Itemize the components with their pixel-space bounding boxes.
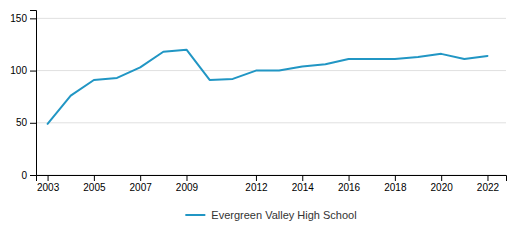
legend-item: Evergreen Valley High School xyxy=(185,209,356,221)
series-group xyxy=(48,50,488,124)
x-axis: 2003 2005 2007 2009 2012 2014 2016 2018 2020 2022 xyxy=(37,175,507,193)
line xyxy=(48,50,488,124)
x-tick-label: 2009 xyxy=(176,182,199,193)
x-tick-mark xyxy=(441,175,442,181)
y-tick: 0 xyxy=(21,170,36,181)
x-tick: 2016 xyxy=(338,175,361,193)
y-tick-mark xyxy=(30,175,36,176)
y-tick: 150 xyxy=(10,13,36,24)
x-tick-label: 2020 xyxy=(431,182,454,193)
y-tick-mark xyxy=(30,123,36,124)
x-tick-mark xyxy=(48,175,49,181)
x-tick-mark xyxy=(395,175,396,181)
x-tick: 2014 xyxy=(292,175,315,193)
y-tick-mark xyxy=(30,71,36,72)
y-tick: 100 xyxy=(10,65,36,76)
legend-swatch xyxy=(185,214,205,216)
x-tick: 2005 xyxy=(83,175,106,193)
x-tick-mark xyxy=(349,175,350,181)
x-tick: 2020 xyxy=(431,175,454,193)
x-axis-line xyxy=(37,176,507,182)
x-tick: 2003 xyxy=(37,175,60,193)
grid-line xyxy=(36,18,506,19)
x-tick: 2007 xyxy=(130,175,153,193)
x-tick-mark xyxy=(487,175,488,181)
y-tick-mark xyxy=(30,18,36,19)
legend-label: Evergreen Valley High School xyxy=(211,209,356,221)
x-tick-mark xyxy=(302,175,303,181)
x-tick-label: 2014 xyxy=(292,182,315,193)
x-tick-label: 2016 xyxy=(338,182,361,193)
x-tick-label: 2003 xyxy=(37,182,60,193)
y-axis-line xyxy=(30,11,37,176)
x-tick: 2009 xyxy=(176,175,199,193)
grid-line xyxy=(36,122,506,123)
y-tick-label: 150 xyxy=(10,13,27,24)
x-tick: 2012 xyxy=(245,175,268,193)
x-tick-label: 2005 xyxy=(83,182,106,193)
x-tick-label: 2007 xyxy=(130,182,153,193)
grid xyxy=(36,18,506,175)
x-tick-mark xyxy=(256,175,257,181)
y-tick-label: 0 xyxy=(21,170,27,181)
x-tick: 2018 xyxy=(384,175,407,193)
x-tick-mark xyxy=(140,175,141,181)
y-tick-label: 100 xyxy=(10,65,27,76)
x-tick-mark xyxy=(94,175,95,181)
x-tick: 2022 xyxy=(477,175,500,193)
x-tick-label: 2022 xyxy=(477,182,500,193)
y-tick: 50 xyxy=(16,117,36,128)
x-tick-mark xyxy=(186,175,187,181)
chart: 2003 2005 2007 2009 2012 2014 2016 2018 2020 2022… xyxy=(0,0,524,229)
plot: 2003 2005 2007 2009 2012 2014 2016 2018 2020 2022… xyxy=(10,11,506,194)
x-tick-label: 2018 xyxy=(384,182,407,193)
x-tick-label: 2012 xyxy=(245,182,268,193)
legend: Evergreen Valley High School xyxy=(185,209,356,221)
y-tick-label: 50 xyxy=(16,117,28,128)
y-axis: 0 50 100 150 xyxy=(10,11,36,181)
